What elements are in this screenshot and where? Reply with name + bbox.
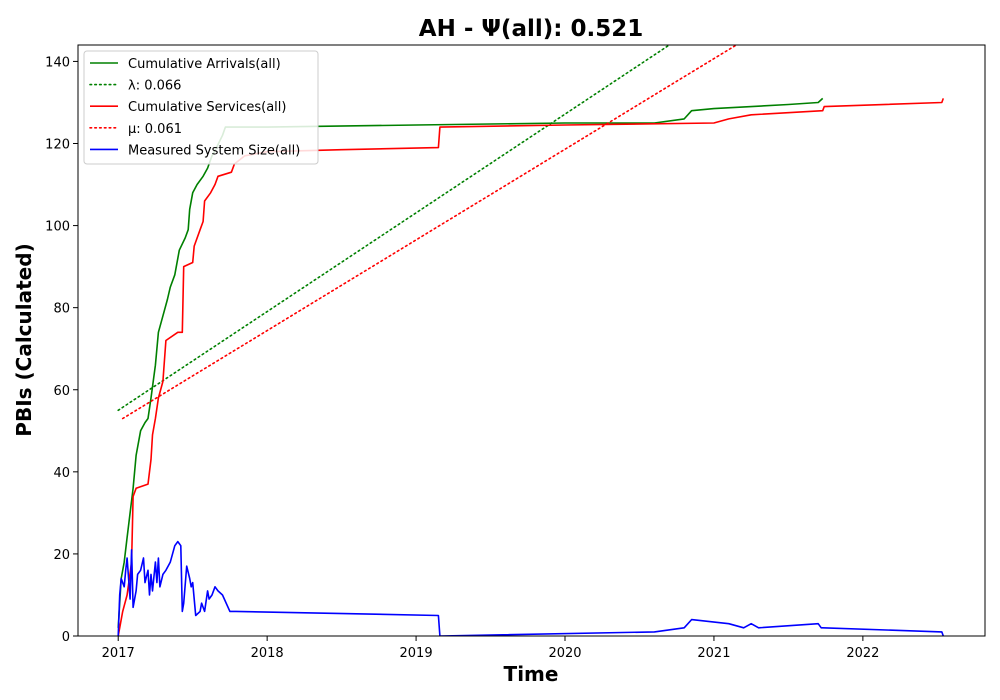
y-tick-label: 100 — [45, 220, 70, 235]
legend-label: Cumulative Arrivals(all) — [128, 57, 281, 72]
y-tick-label: 120 — [45, 138, 70, 153]
legend-label: μ: 0.061 — [128, 122, 182, 137]
series-line-4 — [121, 45, 738, 420]
series-line-1 — [117, 97, 824, 628]
y-tick-label: 80 — [53, 302, 70, 317]
x-tick-label: 2022 — [846, 646, 879, 661]
y-tick-label: 140 — [45, 55, 70, 70]
y-tick-label: 40 — [53, 466, 70, 481]
legend-label: Cumulative Services(all) — [128, 100, 286, 115]
series-line-3 — [117, 98, 945, 636]
y-tick-label: 0 — [62, 630, 70, 645]
series-line-5 — [117, 540, 945, 636]
chart-title: AH - Ψ(all): 0.521 — [419, 16, 643, 42]
x-tick-label: 2021 — [697, 646, 730, 661]
y-tick-label: 60 — [53, 384, 70, 399]
x-tick-label: 2017 — [102, 646, 135, 661]
x-axis-title: Time — [504, 662, 559, 686]
plot-area — [117, 45, 945, 636]
x-tick-label: 2020 — [548, 646, 581, 661]
y-axis-title: PBIs (Calculated) — [12, 243, 36, 436]
legend-box — [83, 50, 319, 165]
x-axis: 2017 2018 2019 2020 2021 2022 — [102, 636, 879, 661]
legend: Cumulative Arrivals(all) λ: 0.066 Cumulati… — [83, 50, 319, 165]
plot-frame — [77, 44, 986, 637]
y-tick-label: 20 — [53, 548, 70, 563]
x-tick-label: 2018 — [251, 646, 284, 661]
y-axis: 0 20 40 60 80 100 120 140 — [45, 55, 78, 645]
series-line-2 — [117, 45, 671, 412]
legend-label: Measured System Size(all) — [128, 143, 300, 158]
legend-label: λ: 0.066 — [128, 79, 181, 94]
x-tick-label: 2019 — [400, 646, 433, 661]
